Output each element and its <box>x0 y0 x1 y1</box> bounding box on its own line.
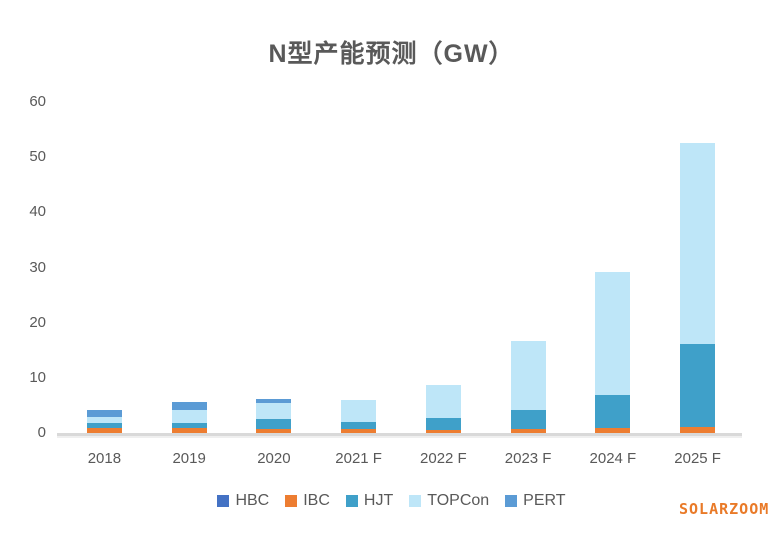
legend-swatch-pert <box>505 495 518 507</box>
bar-segment-topcon-2025F <box>680 143 716 345</box>
bar-segment-ibc-2021F <box>341 429 377 433</box>
bar-segment-ibc-2023F <box>510 428 546 433</box>
legend-label-hbc: HBC <box>235 492 270 509</box>
x-tick-label: 2021 F <box>335 450 382 467</box>
chart-title: N型产能预测（GW） <box>268 40 515 68</box>
legend: HBC IBC HJT TOPCon PERT <box>0 492 783 510</box>
legend-label-hjt: HJT <box>363 492 394 509</box>
legend-label-ibc: IBC <box>303 492 330 509</box>
bar-segment-topcon-2021F <box>341 400 377 422</box>
x-tick-label: 2022 F <box>420 450 467 467</box>
bar-segment-hjt-2019 <box>171 422 207 429</box>
bar-segment-topcon-2023F <box>510 341 546 410</box>
bar-segment-pert-2019 <box>171 401 207 410</box>
legend-swatch-ibc <box>285 495 298 507</box>
bar-segment-hjt-2021F <box>341 421 377 430</box>
x-axis-line-shadow <box>57 436 742 438</box>
bar-segment-ibc-2024F <box>595 428 631 433</box>
y-tick-label: 40 <box>29 203 46 221</box>
y-tick-label: 30 <box>29 258 46 276</box>
bar-segment-hjt-2022F <box>425 417 461 430</box>
bar-segment-topcon-2022F <box>425 385 461 418</box>
bar-segment-hjt-2025F <box>680 344 716 428</box>
x-tick-label: 2020 <box>257 450 291 467</box>
bar-segment-topcon-2018 <box>86 417 122 424</box>
x-tick-label: 2018 <box>87 450 122 467</box>
legend-label-topcon: TOPCon <box>427 492 490 509</box>
y-tick-label: 0 <box>37 424 46 441</box>
y-tick-label: 20 <box>29 313 46 331</box>
bar-segment-ibc-2020 <box>256 429 292 433</box>
x-tick-label: 2024 F <box>589 450 637 467</box>
legend-swatch-hbc <box>217 495 230 507</box>
legend-label-pert: PERT <box>523 492 566 509</box>
y-tick-label: 60 <box>29 93 46 110</box>
legend-item-hbc: HBC <box>217 492 269 510</box>
legend-item-topcon: TOPCon <box>409 492 489 510</box>
bar-segment-ibc-2025F <box>680 427 716 433</box>
legend-swatch-topcon <box>409 495 422 507</box>
bar-segment-pert-2020 <box>256 399 292 403</box>
bar-segment-hjt-2018 <box>86 423 122 429</box>
y-tick-label: 50 <box>29 148 46 166</box>
legend-item-pert: PERT <box>505 492 566 510</box>
bar-segment-hjt-2020 <box>256 419 292 430</box>
x-axis-line <box>57 433 742 436</box>
bar-segment-topcon-2024F <box>595 272 631 396</box>
bar-segment-ibc-2019 <box>171 428 207 433</box>
x-tick-label: 2019 <box>172 450 206 467</box>
bar-segment-pert-2018 <box>86 410 122 417</box>
bar-segment-topcon-2020 <box>256 402 292 420</box>
x-tick-label: 2023 F <box>504 450 552 467</box>
legend-swatch-hjt <box>345 495 358 507</box>
legend-item-hjt: HJT <box>345 492 394 510</box>
bar-segment-ibc-2018 <box>86 428 122 433</box>
y-tick-label: 10 <box>29 368 46 386</box>
solarzoom-watermark: SOLARZOOM <box>679 500 770 518</box>
bar-segment-hjt-2023F <box>510 409 546 429</box>
legend-item-ibc: IBC <box>285 492 330 510</box>
x-tick-label: 2025 F <box>674 450 721 467</box>
bar-segment-topcon-2019 <box>171 409 207 423</box>
bar-segment-hjt-2024F <box>595 395 631 429</box>
bar-segment-ibc-2022F <box>425 429 461 433</box>
